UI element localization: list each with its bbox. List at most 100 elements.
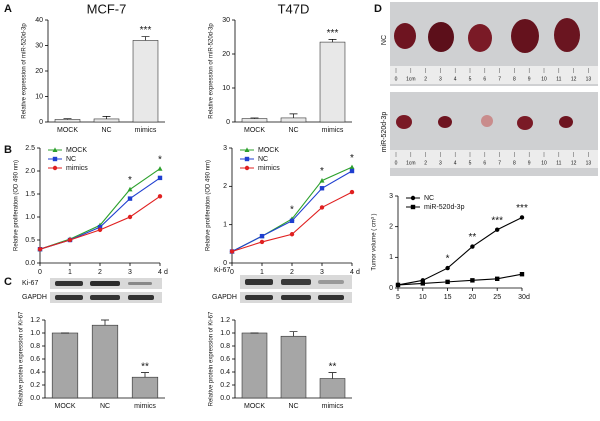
x-tick-label: NC xyxy=(101,127,111,134)
y-tick-label: 20 xyxy=(222,51,230,58)
error-bar xyxy=(328,39,337,43)
point xyxy=(244,147,250,152)
error-bar xyxy=(141,372,149,378)
error-bar xyxy=(102,116,111,119)
x-tick-label: NC xyxy=(100,403,110,410)
point xyxy=(349,164,355,170)
annotation: *** xyxy=(140,25,152,36)
x-tick-label: NC xyxy=(288,127,298,134)
y-tick-label: 30 xyxy=(222,17,230,24)
ruler-label: 6 xyxy=(483,76,486,82)
panel-label: A xyxy=(4,3,12,15)
point xyxy=(470,244,475,249)
y-tick-label: 1 xyxy=(389,254,393,261)
point xyxy=(395,282,401,288)
blot-c1 xyxy=(50,278,162,303)
point xyxy=(52,147,58,152)
ruler-label: 5 xyxy=(469,160,472,166)
x-tick-label: 0 xyxy=(230,269,234,276)
point xyxy=(157,166,163,171)
y-tick-label: 1.0 xyxy=(30,330,40,337)
ruler-label: 0 xyxy=(395,160,398,166)
chart-title: T47D xyxy=(278,1,310,16)
x-tick-label: MOCK xyxy=(55,403,76,410)
x-tick-label: 4 xyxy=(158,269,162,276)
series-line xyxy=(397,273,523,286)
legend-label: NC xyxy=(424,195,434,202)
point xyxy=(495,227,500,232)
x-tick-label: 10 xyxy=(419,294,427,301)
bar xyxy=(131,376,159,399)
y-tick-label: 0.5 xyxy=(25,237,35,244)
y-tick-label: 3 xyxy=(223,145,227,152)
legend-label: NC xyxy=(258,156,268,163)
ruler-label: 6 xyxy=(483,160,486,166)
ruler-label: 0 xyxy=(395,76,398,82)
annotation: *** xyxy=(516,203,528,214)
error-bar xyxy=(289,331,298,337)
point xyxy=(244,165,250,171)
bar xyxy=(132,40,159,123)
panel-label: D xyxy=(374,3,382,15)
x-tick-label: 4 xyxy=(350,269,354,276)
annotation: ** xyxy=(329,361,337,372)
y-tick-label: 40 xyxy=(35,17,43,24)
annotation: * xyxy=(158,154,162,165)
ruler-label: 5 xyxy=(469,76,472,82)
series-line xyxy=(39,177,161,250)
point xyxy=(37,247,43,252)
y-tick-label: 1.0 xyxy=(25,214,35,221)
bar xyxy=(241,332,268,399)
y-tick-label: 0.6 xyxy=(220,356,230,363)
x-tick-label: 2 xyxy=(290,269,294,276)
ruler-label: 1cm xyxy=(406,160,415,166)
x-unit: d xyxy=(164,269,168,276)
legend-label: NC xyxy=(66,156,76,163)
point xyxy=(52,156,58,162)
annotation: * xyxy=(290,205,294,216)
ruler-label: 13 xyxy=(586,76,592,82)
bar xyxy=(319,378,346,399)
legend-label: MOCK xyxy=(258,147,279,154)
point xyxy=(410,195,416,201)
bar xyxy=(93,118,120,123)
x-tick-label: NC xyxy=(288,403,298,410)
y-axis-label: Relative protein expression of Ki-67 xyxy=(19,311,25,406)
point xyxy=(445,265,450,271)
error-bar xyxy=(141,36,150,41)
chart-title: MCF-7 xyxy=(87,1,127,16)
annotation: * xyxy=(128,175,132,186)
point xyxy=(289,232,295,237)
ruler-label: 4 xyxy=(454,76,457,82)
ruler-label: 10 xyxy=(541,160,547,166)
point xyxy=(470,278,475,283)
ruler-label: 11 xyxy=(556,160,561,166)
point xyxy=(259,239,265,245)
error-bar xyxy=(101,319,109,326)
ruler-label: 9 xyxy=(528,76,531,82)
x-tick-label: mimics xyxy=(134,403,156,410)
y-tick-label: 1.2 xyxy=(220,317,230,324)
y-tick-label: 2.5 xyxy=(25,145,35,152)
point xyxy=(519,272,525,277)
panel-label: B xyxy=(4,144,12,156)
y-axis-label: Relative proliferation (OD 490 nm) xyxy=(14,160,20,251)
x-tick-label: 3 xyxy=(128,269,132,276)
x-tick-label: 15 xyxy=(444,294,452,301)
x-tick-label: 0 xyxy=(38,269,42,276)
y-tick-label: 0 xyxy=(223,260,227,267)
ruler-label: 7 xyxy=(498,76,501,82)
point xyxy=(319,177,325,183)
x-unit: d xyxy=(526,294,530,301)
legend-label: miR-520d-3p xyxy=(424,204,465,211)
point xyxy=(229,249,235,254)
annotation: ** xyxy=(141,361,149,372)
legend-label: mimics xyxy=(66,165,88,172)
bar xyxy=(241,118,268,123)
y-tick-label: 1.2 xyxy=(30,317,40,324)
y-tick-label: 2 xyxy=(223,183,227,190)
point xyxy=(127,214,133,220)
y-tick-label: 0.0 xyxy=(220,395,230,402)
y-axis-label: Relative protein expression of Ki-67 xyxy=(209,311,215,406)
